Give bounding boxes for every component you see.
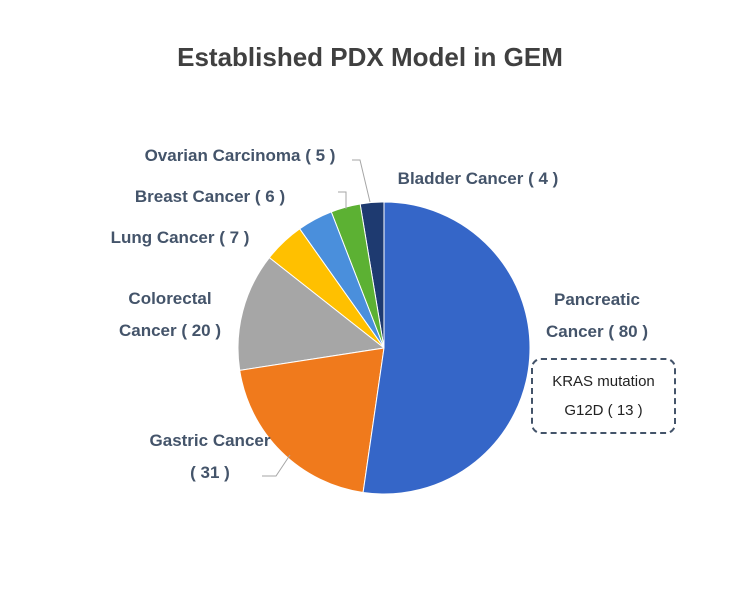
slice-label: Breast Cancer ( 6 ) — [100, 181, 320, 213]
slice-label: Bladder Cancer ( 4 ) — [368, 163, 588, 195]
slice-label: Colorectal Cancer ( 20 ) — [105, 283, 235, 347]
category-label: Bladder Cancer — [397, 169, 524, 188]
slice-label: Pancreatic Cancer ( 80 ) — [532, 284, 662, 348]
value-label: ( 5 ) — [305, 146, 336, 165]
value-label: ( 4 ) — [528, 169, 559, 188]
category-label: Colorectal Cancer — [118, 289, 212, 340]
category-label: Gastric Cancer — [149, 431, 271, 450]
leader-lines — [262, 159, 371, 477]
value-label: ( 31 ) — [190, 463, 230, 482]
leader-line — [352, 159, 371, 203]
pie-slice — [239, 347, 385, 494]
value-label: ( 20 ) — [181, 321, 222, 340]
slice-label: Gastric Cancer ( 31 ) — [140, 425, 280, 489]
slice-label: Ovarian Carcinoma ( 5 ) — [110, 140, 370, 172]
leader-line — [338, 191, 347, 209]
category-label: Breast Cancer — [134, 187, 251, 206]
category-label: Pancreatic Cancer — [545, 290, 640, 341]
annotation: KRAS mutation G12D ( 13 ) — [531, 358, 676, 434]
slice-label: Lung Cancer ( 7 ) — [80, 222, 280, 254]
value-label: ( 7 ) — [219, 228, 250, 247]
category-label: Lung Cancer — [110, 228, 215, 247]
category-label: Ovarian Carcinoma — [144, 146, 301, 165]
pie-slice — [237, 256, 386, 371]
value-label: ( 6 ) — [254, 187, 286, 206]
value-label: ( 80 ) — [608, 322, 649, 341]
chart-title: Established PDX Model in GEM — [177, 42, 563, 72]
leader-line — [262, 454, 291, 477]
pie-slice — [362, 201, 531, 495]
